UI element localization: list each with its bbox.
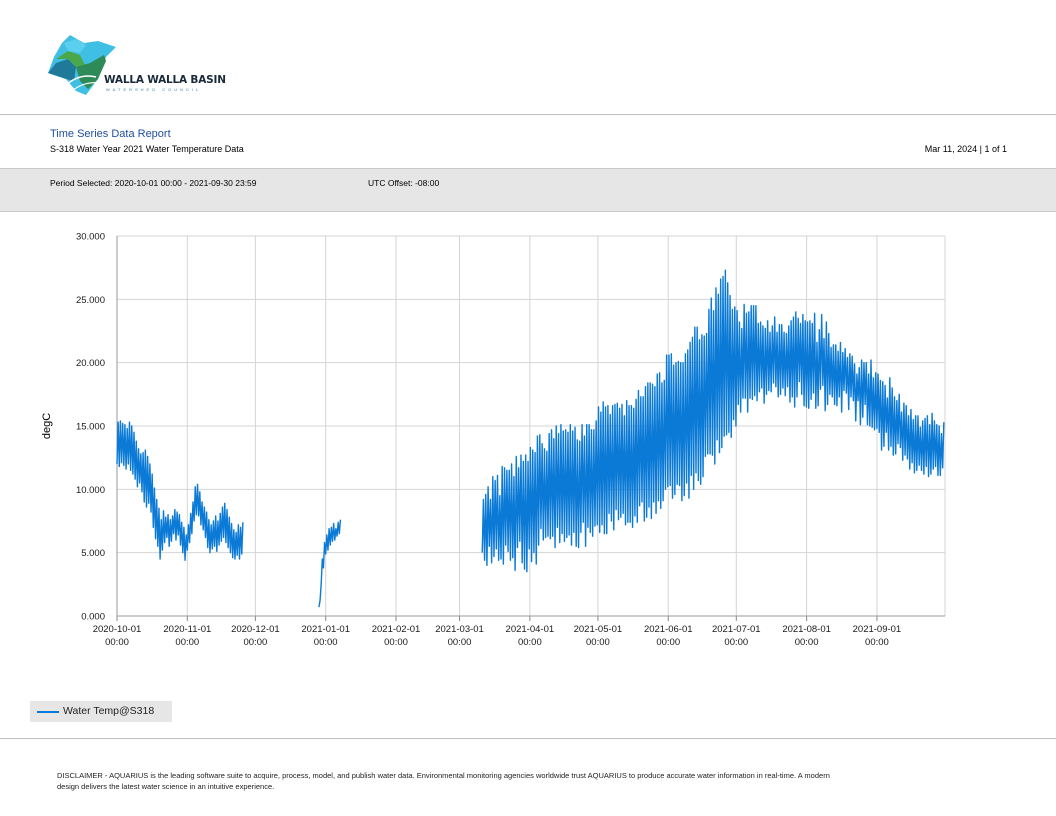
report-date: Mar 11, 2024 | 1 of 1	[924, 144, 1007, 154]
x-tick-label: 2021-03-01	[435, 624, 484, 635]
time-series-chart: 0.000 5.000 10.000 15.000 20.000 25.000 30.000…	[41, 232, 946, 648]
x-tick-label: 2020-11-01	[163, 624, 211, 635]
chart-legend: Water Temp@S318	[30, 701, 172, 722]
info-band: Period Selected: 2020-10-01 00:00 - 2021…	[0, 168, 1056, 212]
y-axis-label: degC	[41, 413, 53, 439]
x-tick-label: 2020-10-01	[93, 624, 142, 635]
x-tick-sublabel: 00:00	[175, 637, 199, 648]
x-tick-label: 2021-06-01	[644, 624, 693, 635]
x-tick-label: 2020-12-01	[231, 624, 280, 635]
x-tick-sublabel: 00:00	[656, 637, 680, 648]
y-tick-label: 5.000	[81, 548, 105, 559]
x-tick-sublabel: 00:00	[518, 637, 542, 648]
legend-label: Water Temp@S318	[63, 705, 155, 717]
series-line-segment-2	[318, 519, 342, 608]
x-tick-label: 2021-07-01	[712, 624, 761, 635]
report-title: Time Series Data Report	[50, 128, 171, 140]
period-selected: Period Selected: 2020-10-01 00:00 - 2021…	[50, 178, 257, 188]
x-tick-label: 2021-01-01	[301, 624, 350, 635]
y-tick-label: 30.000	[76, 232, 105, 243]
series-line-segment-1	[116, 420, 244, 561]
series-line-segment-3	[481, 269, 945, 573]
y-tick-label: 20.000	[76, 358, 105, 369]
x-tick-sublabel: 00:00	[384, 637, 408, 648]
logo	[46, 33, 206, 97]
x-tick-sublabel: 00:00	[865, 637, 889, 648]
y-tick-label: 0.000	[81, 612, 105, 623]
logo-subtext: WATERSHED COUNCIL	[106, 87, 202, 92]
header-divider	[0, 114, 1056, 115]
report-subtitle: S-318 Water Year 2021 Water Temperature …	[50, 144, 244, 154]
utc-offset: UTC Offset: -08:00	[368, 178, 440, 188]
x-tick-sublabel: 00:00	[105, 637, 129, 648]
x-tick-label: 2021-08-01	[782, 624, 831, 635]
x-tick-sublabel: 00:00	[448, 637, 472, 648]
y-tick-label: 15.000	[76, 422, 105, 433]
x-tick-label: 2021-02-01	[372, 624, 421, 635]
x-tick-sublabel: 00:00	[724, 637, 748, 648]
y-tick-label: 10.000	[76, 485, 105, 496]
x-tick-sublabel: 00:00	[314, 637, 338, 648]
logo-text: WALLA WALLA BASIN	[104, 74, 226, 86]
x-tick-label: 2021-09-01	[853, 624, 902, 635]
legend-swatch	[37, 711, 59, 713]
disclaimer: DISCLAIMER - AQUARIUS is the leading sof…	[57, 771, 830, 791]
x-tick-label: 2021-04-01	[506, 624, 555, 635]
x-tick-sublabel: 00:00	[795, 637, 819, 648]
x-tick-label: 2021-05-01	[574, 624, 623, 635]
x-tick-sublabel: 00:00	[586, 637, 610, 648]
logo-watershed-icon	[48, 35, 116, 95]
footer-divider	[0, 738, 1056, 739]
y-tick-label: 25.000	[76, 295, 105, 306]
x-tick-sublabel: 00:00	[243, 637, 267, 648]
